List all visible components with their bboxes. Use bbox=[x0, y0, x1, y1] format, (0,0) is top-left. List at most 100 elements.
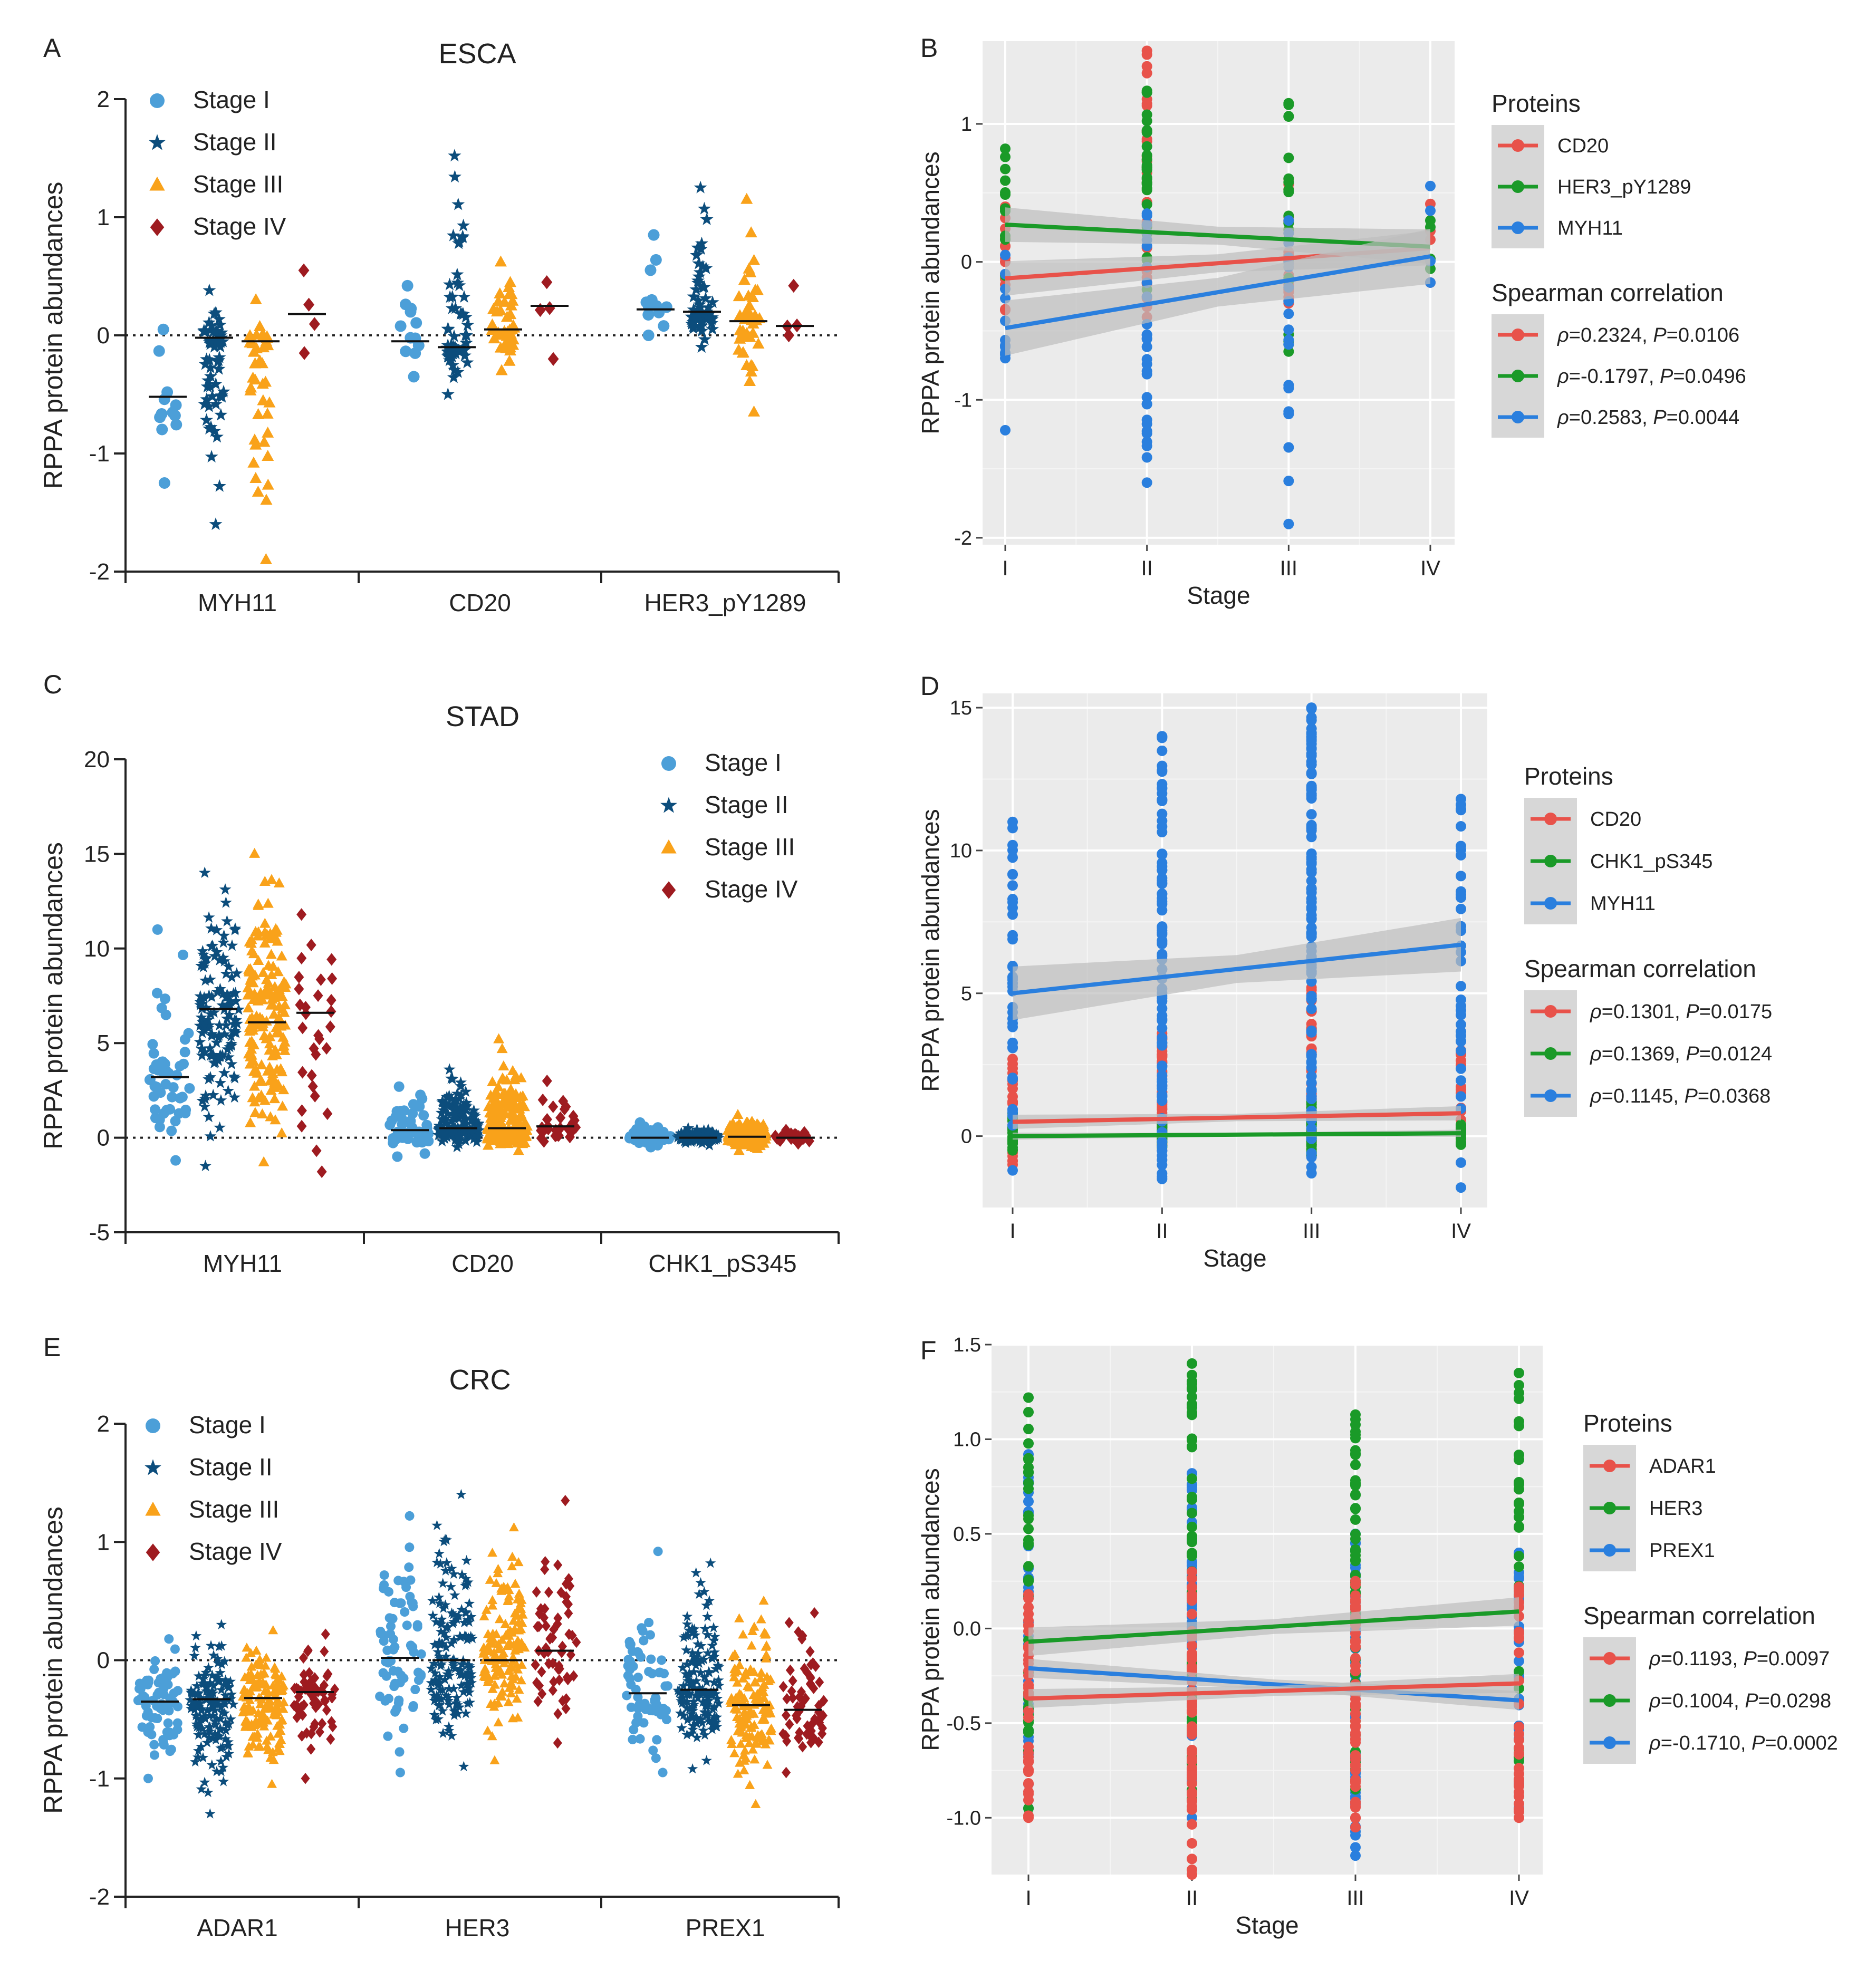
stage1-data-point bbox=[179, 1047, 190, 1058]
stage2-data-point bbox=[223, 1008, 236, 1020]
stage1-data-point bbox=[626, 1639, 636, 1649]
stage4-data-point bbox=[810, 1607, 819, 1619]
stage2-data-point bbox=[199, 1017, 211, 1029]
stage4-data-point bbox=[298, 263, 310, 277]
stage3-data-point bbox=[503, 1094, 515, 1105]
stage4-data-point bbox=[325, 1020, 335, 1034]
legend-point-icon bbox=[1512, 370, 1524, 382]
stage3-data-point bbox=[513, 1145, 524, 1155]
stage2-data-point bbox=[692, 1638, 704, 1649]
stage1-data-point bbox=[383, 1587, 393, 1597]
stage3-data-point bbox=[493, 1717, 504, 1726]
stage3-data-point bbox=[494, 255, 507, 267]
stage2-data-point bbox=[203, 1786, 214, 1798]
y-tick-label: 2 bbox=[97, 1411, 110, 1437]
stage1-data-point bbox=[392, 1704, 402, 1714]
stage3-data-point bbox=[274, 1019, 285, 1029]
data-point-myh11 bbox=[1306, 914, 1317, 925]
stage2-data-point bbox=[208, 340, 222, 353]
x-axis-label: Stage bbox=[1187, 582, 1250, 609]
stage3-data-point bbox=[263, 1686, 273, 1696]
data-point-myh11 bbox=[1141, 333, 1152, 344]
stage3-data-point bbox=[253, 955, 264, 965]
stage1-data-point bbox=[642, 301, 655, 313]
stage2-data-point bbox=[223, 1718, 235, 1729]
stage3-data-point bbox=[276, 950, 287, 961]
data-point-myh11 bbox=[1306, 875, 1317, 886]
y-tick-label: 1 bbox=[97, 1529, 110, 1555]
stage3-data-point bbox=[506, 1106, 517, 1117]
stage4-data-point bbox=[547, 352, 559, 366]
data-point-myh11 bbox=[1456, 1030, 1466, 1041]
stage2-data-point bbox=[192, 1751, 204, 1762]
stage2-data-point bbox=[435, 1660, 446, 1671]
data-point-cd20 bbox=[1141, 49, 1152, 60]
correlation-rho-value: =0.1193, bbox=[1661, 1648, 1744, 1670]
data-point-myh11 bbox=[1306, 767, 1317, 778]
stage3-legend-icon bbox=[149, 176, 165, 191]
stage2-data-point bbox=[223, 960, 235, 972]
stage2-legend-icon bbox=[145, 1459, 161, 1475]
stage3-data-point bbox=[275, 1726, 286, 1735]
stage3-data-point bbox=[516, 1624, 526, 1634]
stage2-data-point bbox=[228, 1025, 241, 1036]
stage2-data-point bbox=[221, 915, 233, 926]
correlation-p-value: =0.0106 bbox=[1667, 324, 1739, 346]
stage2-data-point bbox=[209, 1056, 222, 1068]
y-tick-label: 15 bbox=[950, 697, 972, 719]
stage1-data-point bbox=[399, 1723, 409, 1733]
stage1-data-point bbox=[663, 1134, 674, 1145]
stage3-data-point bbox=[265, 1752, 276, 1762]
stage3-data-point bbox=[495, 1691, 505, 1700]
stage2-data-point bbox=[680, 1668, 691, 1679]
correlation-p-label: P bbox=[1653, 324, 1667, 346]
x-tick-label: HER3 bbox=[445, 1914, 510, 1942]
stage2-data-point bbox=[225, 995, 237, 1007]
legend-label-stage-3: Stage III bbox=[705, 833, 795, 861]
stage2-data-point bbox=[190, 1756, 201, 1767]
data-point-myh11 bbox=[1306, 731, 1317, 742]
data-point-myh11 bbox=[1157, 949, 1168, 960]
stage1-data-point bbox=[150, 1104, 161, 1115]
stage2-data-point bbox=[204, 1721, 215, 1732]
stage2-data-point bbox=[450, 1093, 462, 1105]
stage2-data-point bbox=[204, 1070, 217, 1083]
stage4-data-point bbox=[309, 317, 320, 331]
stage2-data-point bbox=[446, 1607, 457, 1618]
y-tick-label: -1 bbox=[89, 441, 110, 467]
correlation-stat: ρ=0.1369, P=0.0124 bbox=[1590, 1043, 1772, 1065]
stage4-data-point bbox=[295, 998, 305, 1011]
stage2-data-point bbox=[445, 1072, 457, 1084]
stage2-data-point bbox=[460, 1573, 472, 1583]
stage3-data-point bbox=[734, 1613, 745, 1622]
stage3-data-point bbox=[751, 1677, 761, 1687]
stage3-data-point bbox=[253, 1742, 264, 1751]
data-point-myh11 bbox=[1425, 205, 1436, 216]
stage2-data-point bbox=[197, 1016, 209, 1028]
stage2-data-point bbox=[431, 1520, 442, 1530]
stage3-data-point bbox=[497, 1635, 507, 1644]
data-point-chk1_ps345 bbox=[1007, 1142, 1018, 1153]
stage4-data-point bbox=[814, 1699, 824, 1712]
correlation-p-label: P bbox=[1743, 1648, 1757, 1670]
correlation-p-label: P bbox=[1752, 1732, 1765, 1754]
stage2-data-point bbox=[700, 213, 714, 225]
stage4-data-point bbox=[814, 1706, 824, 1718]
stage3-data-point bbox=[513, 1635, 523, 1645]
stage2-data-point bbox=[212, 1653, 223, 1664]
stage3-data-point bbox=[761, 1739, 771, 1749]
stage2-data-point bbox=[225, 1030, 237, 1042]
stage3-data-point bbox=[266, 874, 277, 884]
stage2-data-point bbox=[453, 1610, 464, 1621]
data-point-prex1 bbox=[1350, 1842, 1361, 1853]
stage4-data-point bbox=[548, 1100, 559, 1113]
stage2-data-point bbox=[197, 1678, 208, 1688]
legend-point-icon bbox=[1544, 813, 1557, 825]
data-point-her3 bbox=[1350, 1546, 1361, 1557]
legend-label-stage-3: Stage III bbox=[189, 1495, 279, 1523]
stage2-data-point bbox=[458, 1761, 469, 1772]
stage2-data-point bbox=[444, 1683, 455, 1694]
stage2-data-point bbox=[206, 990, 218, 1002]
stage3-data-point bbox=[759, 1627, 769, 1637]
